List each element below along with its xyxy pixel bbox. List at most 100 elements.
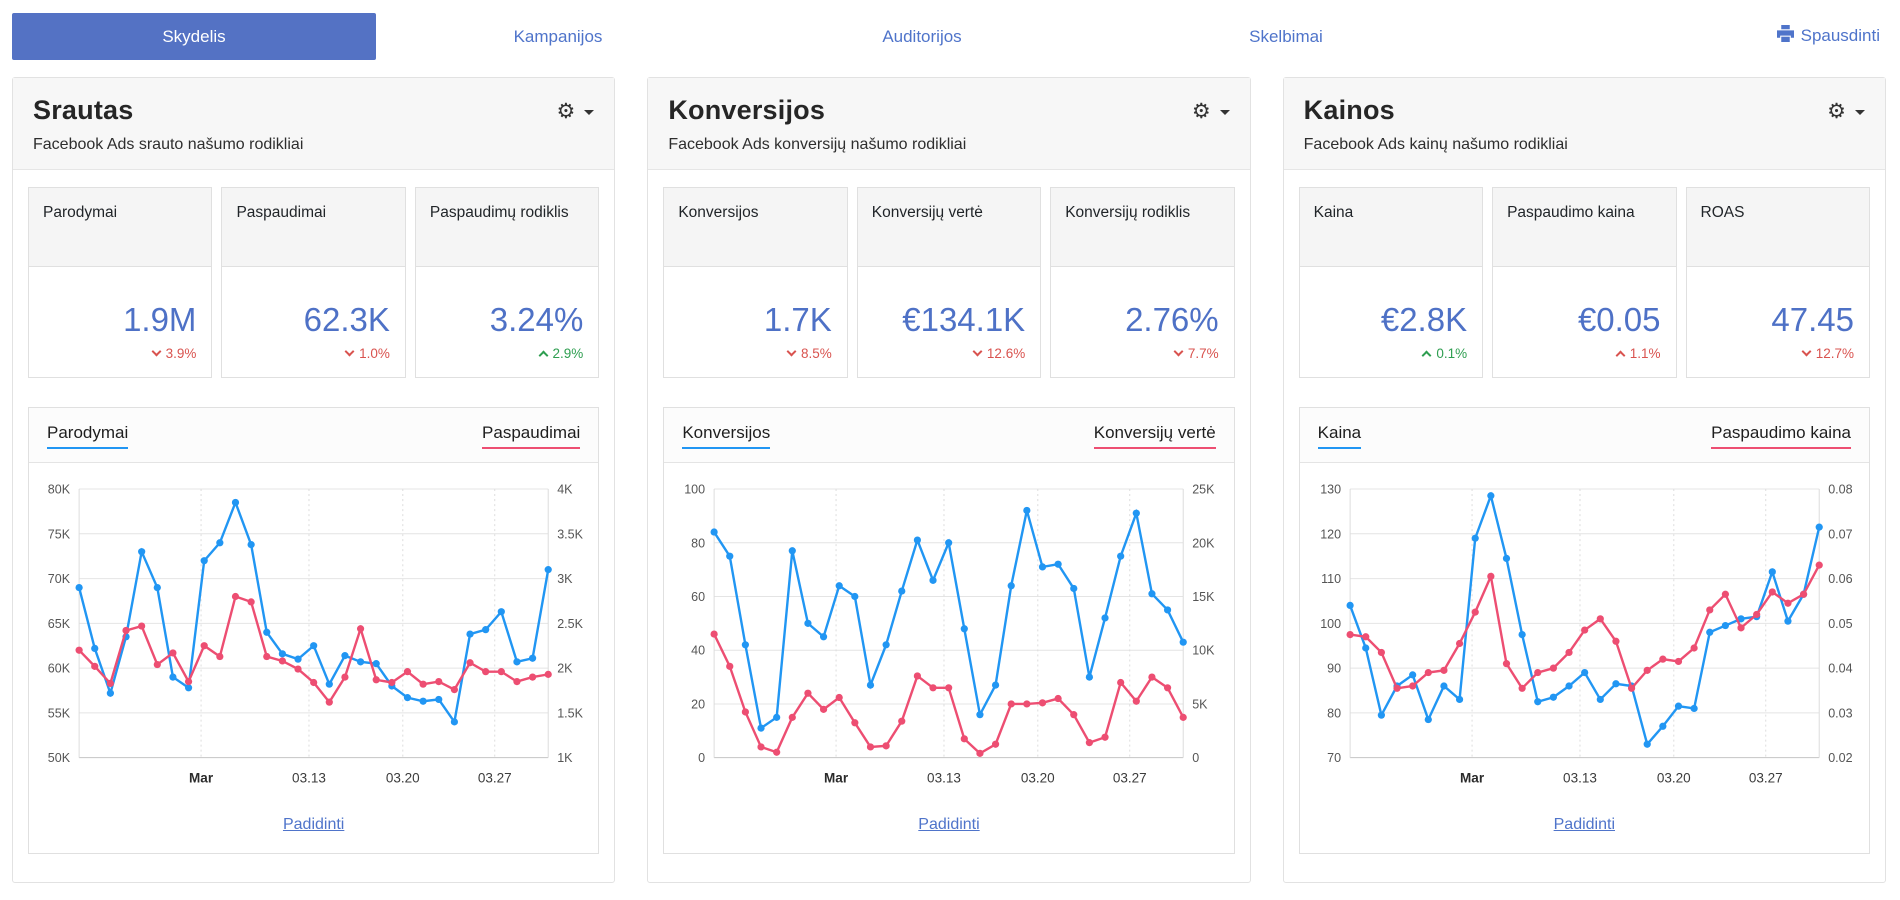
svg-text:80: 80 (691, 536, 705, 550)
kpi-card-kaina: Kaina €2.8K 0.1% (1299, 187, 1483, 378)
svg-text:03.27: 03.27 (1113, 771, 1147, 786)
gear-icon: ⚙ (1827, 101, 1846, 122)
svg-text:0.04: 0.04 (1828, 662, 1852, 676)
panel-header: Kainos Facebook Ads kainų našumo rodikli… (1284, 78, 1885, 170)
panel-header: Konversijos Facebook Ads konversijų našu… (648, 78, 1249, 170)
tab-skydelis[interactable]: Skydelis (12, 13, 376, 60)
svg-text:60K: 60K (48, 662, 71, 676)
svg-text:03.13: 03.13 (927, 771, 961, 786)
svg-text:15K: 15K (1193, 590, 1216, 604)
panel-settings-button[interactable]: ⚙ (1827, 95, 1865, 154)
kpi-value: €2.8K (1300, 267, 1482, 339)
svg-text:120: 120 (1320, 527, 1341, 541)
svg-text:1K: 1K (557, 751, 573, 765)
chart-card: Kaina Paspaudimo kaina 1300.081200.07110… (1299, 407, 1870, 854)
svg-text:65K: 65K (48, 617, 71, 631)
dashboard-panels: Srautas Facebook Ads srauto našumo rodik… (0, 60, 1900, 883)
panel-subtitle: Facebook Ads konversijų našumo rodikliai (668, 136, 966, 154)
trend-chevron-icon (787, 347, 797, 357)
gear-icon: ⚙ (1192, 101, 1211, 122)
panel-subtitle: Facebook Ads kainų našumo rodikliai (1304, 136, 1568, 154)
svg-text:03.27: 03.27 (478, 771, 512, 786)
expand-link[interactable]: Padidinti (29, 806, 598, 853)
kpi-card-konversiju-verte: Konversijų vertė €134.1K 12.6% (857, 187, 1041, 378)
kpi-delta: 1.1% (1493, 339, 1675, 377)
svg-text:0: 0 (698, 751, 705, 765)
kpi-row: Parodymai 1.9M 3.9% Paspaudimai 62.3K 1.… (28, 187, 599, 378)
kpi-label: Paspaudimai (222, 188, 404, 267)
svg-text:4K: 4K (557, 483, 573, 497)
svg-text:1.5K: 1.5K (557, 706, 583, 720)
trend-chevron-icon (1422, 351, 1432, 361)
legend-item-konversiju-verte[interactable]: Konversijų vertė (1094, 423, 1216, 449)
svg-text:80K: 80K (48, 483, 71, 497)
panel-title: Srautas (33, 95, 303, 126)
chart-legend: Kaina Paspaudimo kaina (1300, 408, 1869, 463)
kpi-card-paspaudimai: Paspaudimai 62.3K 1.0% (221, 187, 405, 378)
legend-item-kaina[interactable]: Kaina (1318, 423, 1361, 449)
svg-text:0.08: 0.08 (1828, 483, 1852, 497)
svg-text:03.13: 03.13 (292, 771, 326, 786)
svg-text:0.02: 0.02 (1828, 751, 1852, 765)
kpi-label: Konversijų vertė (858, 188, 1040, 267)
trend-chevron-icon (1173, 347, 1183, 357)
chevron-down-icon (1220, 110, 1230, 115)
kpi-value: €134.1K (858, 267, 1040, 339)
trend-chevron-icon (151, 347, 161, 357)
chart-legend: Konversijos Konversijų vertė (664, 408, 1233, 463)
panel-settings-button[interactable]: ⚙ (1192, 95, 1230, 154)
chart-svg: 10025K8020K6015K4010K205K00Mar03.1303.20… (668, 473, 1229, 806)
print-button[interactable]: Spausdinti (1777, 25, 1886, 47)
kpi-card-konversijos: Konversijos 1.7K 8.5% (663, 187, 847, 378)
tab-auditorijos[interactable]: Auditorijos (740, 13, 1104, 60)
top-tab-bar: Skydelis Kampanijos Auditorijos Skelbima… (0, 0, 1900, 60)
svg-text:20: 20 (691, 697, 705, 711)
svg-text:50K: 50K (48, 751, 71, 765)
panel-konversijos: Konversijos Facebook Ads konversijų našu… (647, 77, 1250, 883)
svg-text:03.20: 03.20 (1657, 771, 1691, 786)
trend-chevron-icon (345, 347, 355, 357)
chevron-down-icon (1855, 110, 1865, 115)
panel-kainos: Kainos Facebook Ads kainų našumo rodikli… (1283, 77, 1886, 883)
kpi-card-roas: ROAS 47.45 12.7% (1686, 187, 1870, 378)
kpi-delta: 0.1% (1300, 339, 1482, 377)
chart-card: Konversijos Konversijų vertė 10025K8020K… (663, 407, 1234, 854)
svg-text:100: 100 (1320, 617, 1341, 631)
kpi-label: Paspaudimų rodiklis (416, 188, 598, 267)
kpi-label: Parodymai (29, 188, 211, 267)
panel-title: Konversijos (668, 95, 966, 126)
svg-text:80: 80 (1327, 706, 1341, 720)
legend-item-paspaudimo-kaina[interactable]: Paspaudimo kaina (1711, 423, 1851, 449)
kpi-card-konversiju-rodiklis: Konversijų rodiklis 2.76% 7.7% (1050, 187, 1234, 378)
expand-link[interactable]: Padidinti (664, 806, 1233, 853)
svg-text:03.20: 03.20 (386, 771, 420, 786)
svg-text:130: 130 (1320, 483, 1341, 497)
kpi-value: 3.24% (416, 267, 598, 339)
legend-item-parodymai[interactable]: Parodymai (47, 423, 128, 449)
printer-icon (1777, 25, 1794, 47)
line-chart-kainos: 1300.081200.071100.061000.05900.04800.03… (1300, 463, 1869, 806)
tab-kampanijos[interactable]: Kampanijos (376, 13, 740, 60)
panel-srautas: Srautas Facebook Ads srauto našumo rodik… (12, 77, 615, 883)
expand-link[interactable]: Padidinti (1300, 806, 1869, 853)
panel-body: Kaina €2.8K 0.1% Paspaudimo kaina €0.05 … (1284, 170, 1885, 854)
kpi-value: 1.7K (664, 267, 846, 339)
svg-text:03.20: 03.20 (1021, 771, 1055, 786)
svg-text:0.03: 0.03 (1828, 706, 1852, 720)
legend-item-paspaudimai[interactable]: Paspaudimai (482, 423, 580, 449)
chart-card: Parodymai Paspaudimai 80K4K75K3.5K70K3K6… (28, 407, 599, 854)
panel-settings-button[interactable]: ⚙ (557, 95, 595, 154)
svg-text:2K: 2K (557, 662, 573, 676)
svg-text:03.13: 03.13 (1563, 771, 1597, 786)
chart-svg: 80K4K75K3.5K70K3K65K2.5K60K2K55K1.5K50K1… (33, 473, 594, 806)
panel-title: Kainos (1304, 95, 1568, 126)
kpi-delta: 1.0% (222, 339, 404, 377)
chart-legend: Parodymai Paspaudimai (29, 408, 598, 463)
svg-text:75K: 75K (48, 527, 71, 541)
svg-text:0.07: 0.07 (1828, 527, 1852, 541)
svg-text:90: 90 (1327, 662, 1341, 676)
kpi-value: €0.05 (1493, 267, 1675, 339)
chevron-down-icon (584, 110, 594, 115)
tab-skelbimai[interactable]: Skelbimai (1104, 13, 1468, 60)
legend-item-konversijos[interactable]: Konversijos (682, 423, 770, 449)
